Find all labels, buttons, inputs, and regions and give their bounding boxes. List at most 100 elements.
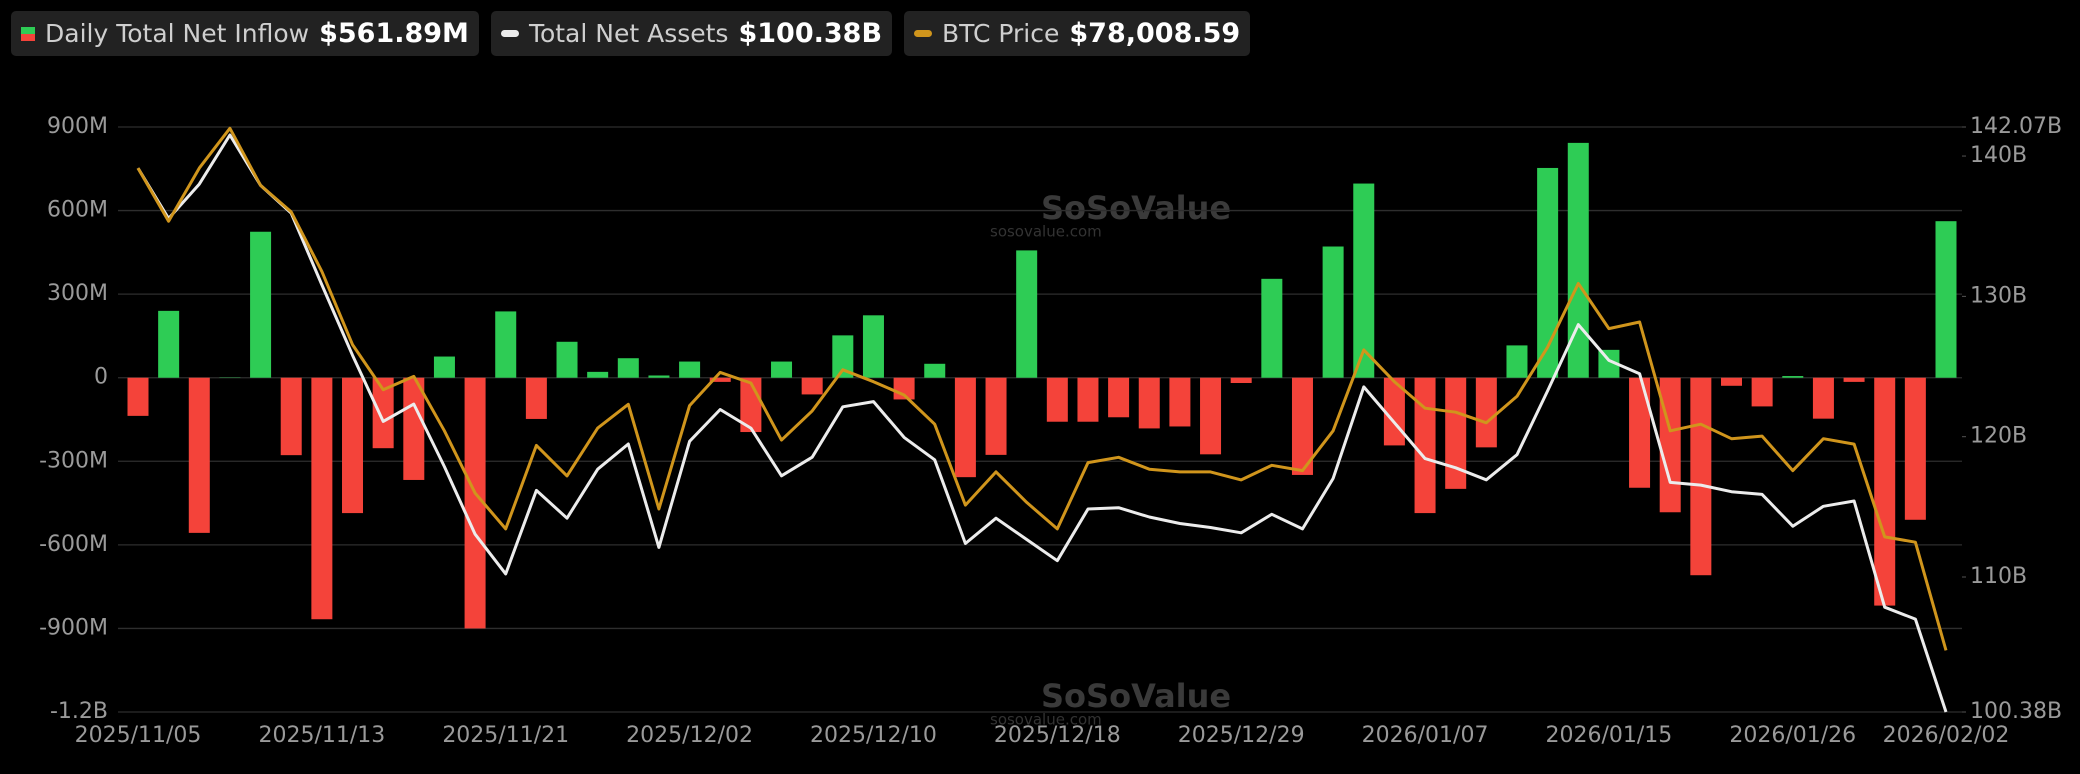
x-tick-label: 2025/12/10 <box>810 723 937 748</box>
legend-icon <box>500 30 519 37</box>
bar <box>1782 376 1804 378</box>
bar <box>1537 167 1559 378</box>
y2-tick-label: 110B <box>1970 564 2027 589</box>
bar <box>250 231 272 378</box>
bar <box>342 377 364 514</box>
bar <box>985 377 1007 455</box>
x-tick-label: 2026/01/07 <box>1362 723 1489 748</box>
bar <box>525 377 547 419</box>
bar <box>801 377 823 395</box>
bar <box>1690 377 1712 576</box>
bar <box>1077 377 1099 422</box>
y-tick-label: 0 <box>94 365 108 390</box>
y2-tick-label: 100.38B <box>1970 699 2062 724</box>
bar <box>1659 377 1681 513</box>
y-tick-label: 300M <box>47 281 108 306</box>
bar <box>188 377 210 533</box>
bar <box>1475 377 1497 448</box>
legend-icon <box>21 26 35 41</box>
legend-value: $561.89M <box>319 18 469 49</box>
bar <box>556 341 578 378</box>
x-tick-label: 2025/12/29 <box>1178 723 1305 748</box>
y-tick-label: -300M <box>39 448 108 473</box>
legend-icon <box>914 30 933 37</box>
bar <box>862 315 884 378</box>
bar <box>587 371 609 378</box>
bar <box>1629 377 1651 488</box>
bar <box>433 356 455 378</box>
bar <box>1138 377 1160 429</box>
bar <box>158 310 180 378</box>
bar <box>464 377 486 629</box>
legend-value: $78,008.59 <box>1069 18 1241 49</box>
legend: Daily Total Net Inflow $561.89M Total Ne… <box>11 11 1251 56</box>
bar <box>1200 377 1222 455</box>
bar <box>1414 377 1436 514</box>
legend-item: BTC Price $78,008.59 <box>904 11 1251 56</box>
legend-value: $100.38B <box>738 18 883 49</box>
bar <box>1261 278 1283 378</box>
watermark: SoSoValue <box>1041 189 1231 227</box>
legend-item: Total Net Assets $100.38B <box>490 11 893 56</box>
legend-label: Total Net Assets <box>528 19 729 48</box>
bar <box>1874 377 1896 606</box>
bar <box>403 377 425 480</box>
watermark-url: sosovalue.com <box>990 711 1102 729</box>
bar <box>617 358 639 378</box>
line <box>136 133 1948 713</box>
bar <box>372 377 394 449</box>
y2-tick-label: 120B <box>1970 424 2027 449</box>
y-tick-label: 900M <box>47 114 108 139</box>
bar <box>709 377 731 382</box>
bar <box>1720 377 1742 386</box>
bar <box>127 377 149 416</box>
watermark-url: sosovalue.com <box>990 223 1102 241</box>
bar <box>1506 345 1528 378</box>
y-tick-label: -1.2B <box>50 699 108 724</box>
bar <box>280 377 302 456</box>
y2-tick-label: 130B <box>1970 283 2027 308</box>
bar <box>311 377 333 620</box>
bar <box>1169 377 1191 427</box>
bar <box>1230 377 1252 384</box>
x-tick-label: 2025/11/13 <box>258 723 385 748</box>
bar <box>771 361 793 378</box>
bar <box>1108 377 1130 418</box>
bar <box>1598 349 1620 378</box>
legend-label: Daily Total Net Inflow <box>45 19 310 48</box>
bar <box>954 377 976 478</box>
bar <box>1904 377 1926 520</box>
watermark: SoSoValue <box>1041 677 1231 715</box>
x-tick-label: 2025/12/18 <box>994 723 1121 748</box>
x-tick-label: 2026/01/15 <box>1546 723 1673 748</box>
x-tick-label: 2025/11/05 <box>75 723 202 748</box>
y-tick-label: -600M <box>39 532 108 557</box>
bar <box>679 361 701 378</box>
y-tick-label: 600M <box>47 198 108 223</box>
bar <box>1016 250 1038 378</box>
bar <box>1291 377 1313 475</box>
bar <box>832 335 854 378</box>
legend-label: BTC Price <box>942 19 1060 48</box>
bar <box>1935 221 1957 378</box>
bar <box>1353 183 1375 378</box>
y2-tick-label: 142.07B <box>1970 114 2062 139</box>
x-tick-label: 2026/01/26 <box>1729 723 1856 748</box>
bar <box>648 375 670 378</box>
line <box>136 126 1948 651</box>
x-tick-label: 2026/02/02 <box>1883 723 2010 748</box>
bar <box>924 363 946 378</box>
bar <box>1812 377 1834 419</box>
bar <box>1322 246 1344 378</box>
bar <box>1046 377 1068 422</box>
x-tick-label: 2025/12/02 <box>626 723 753 748</box>
bar <box>1843 377 1865 382</box>
bar <box>1567 142 1589 378</box>
x-tick-label: 2025/11/21 <box>442 723 569 748</box>
bar <box>1445 377 1467 489</box>
bar <box>495 311 517 378</box>
y2-tick-label: 140B <box>1970 143 2027 168</box>
legend-item: Daily Total Net Inflow $561.89M <box>11 11 479 56</box>
